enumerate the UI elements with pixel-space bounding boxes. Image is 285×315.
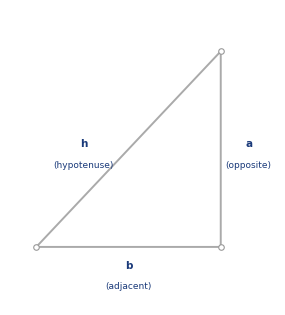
Text: b: b [125,261,132,272]
Text: a: a [245,139,252,149]
Text: (hypotenuse): (hypotenuse) [54,161,114,170]
Text: (opposite): (opposite) [226,161,272,170]
Text: h: h [80,139,87,149]
Text: (adjacent): (adjacent) [105,282,152,290]
